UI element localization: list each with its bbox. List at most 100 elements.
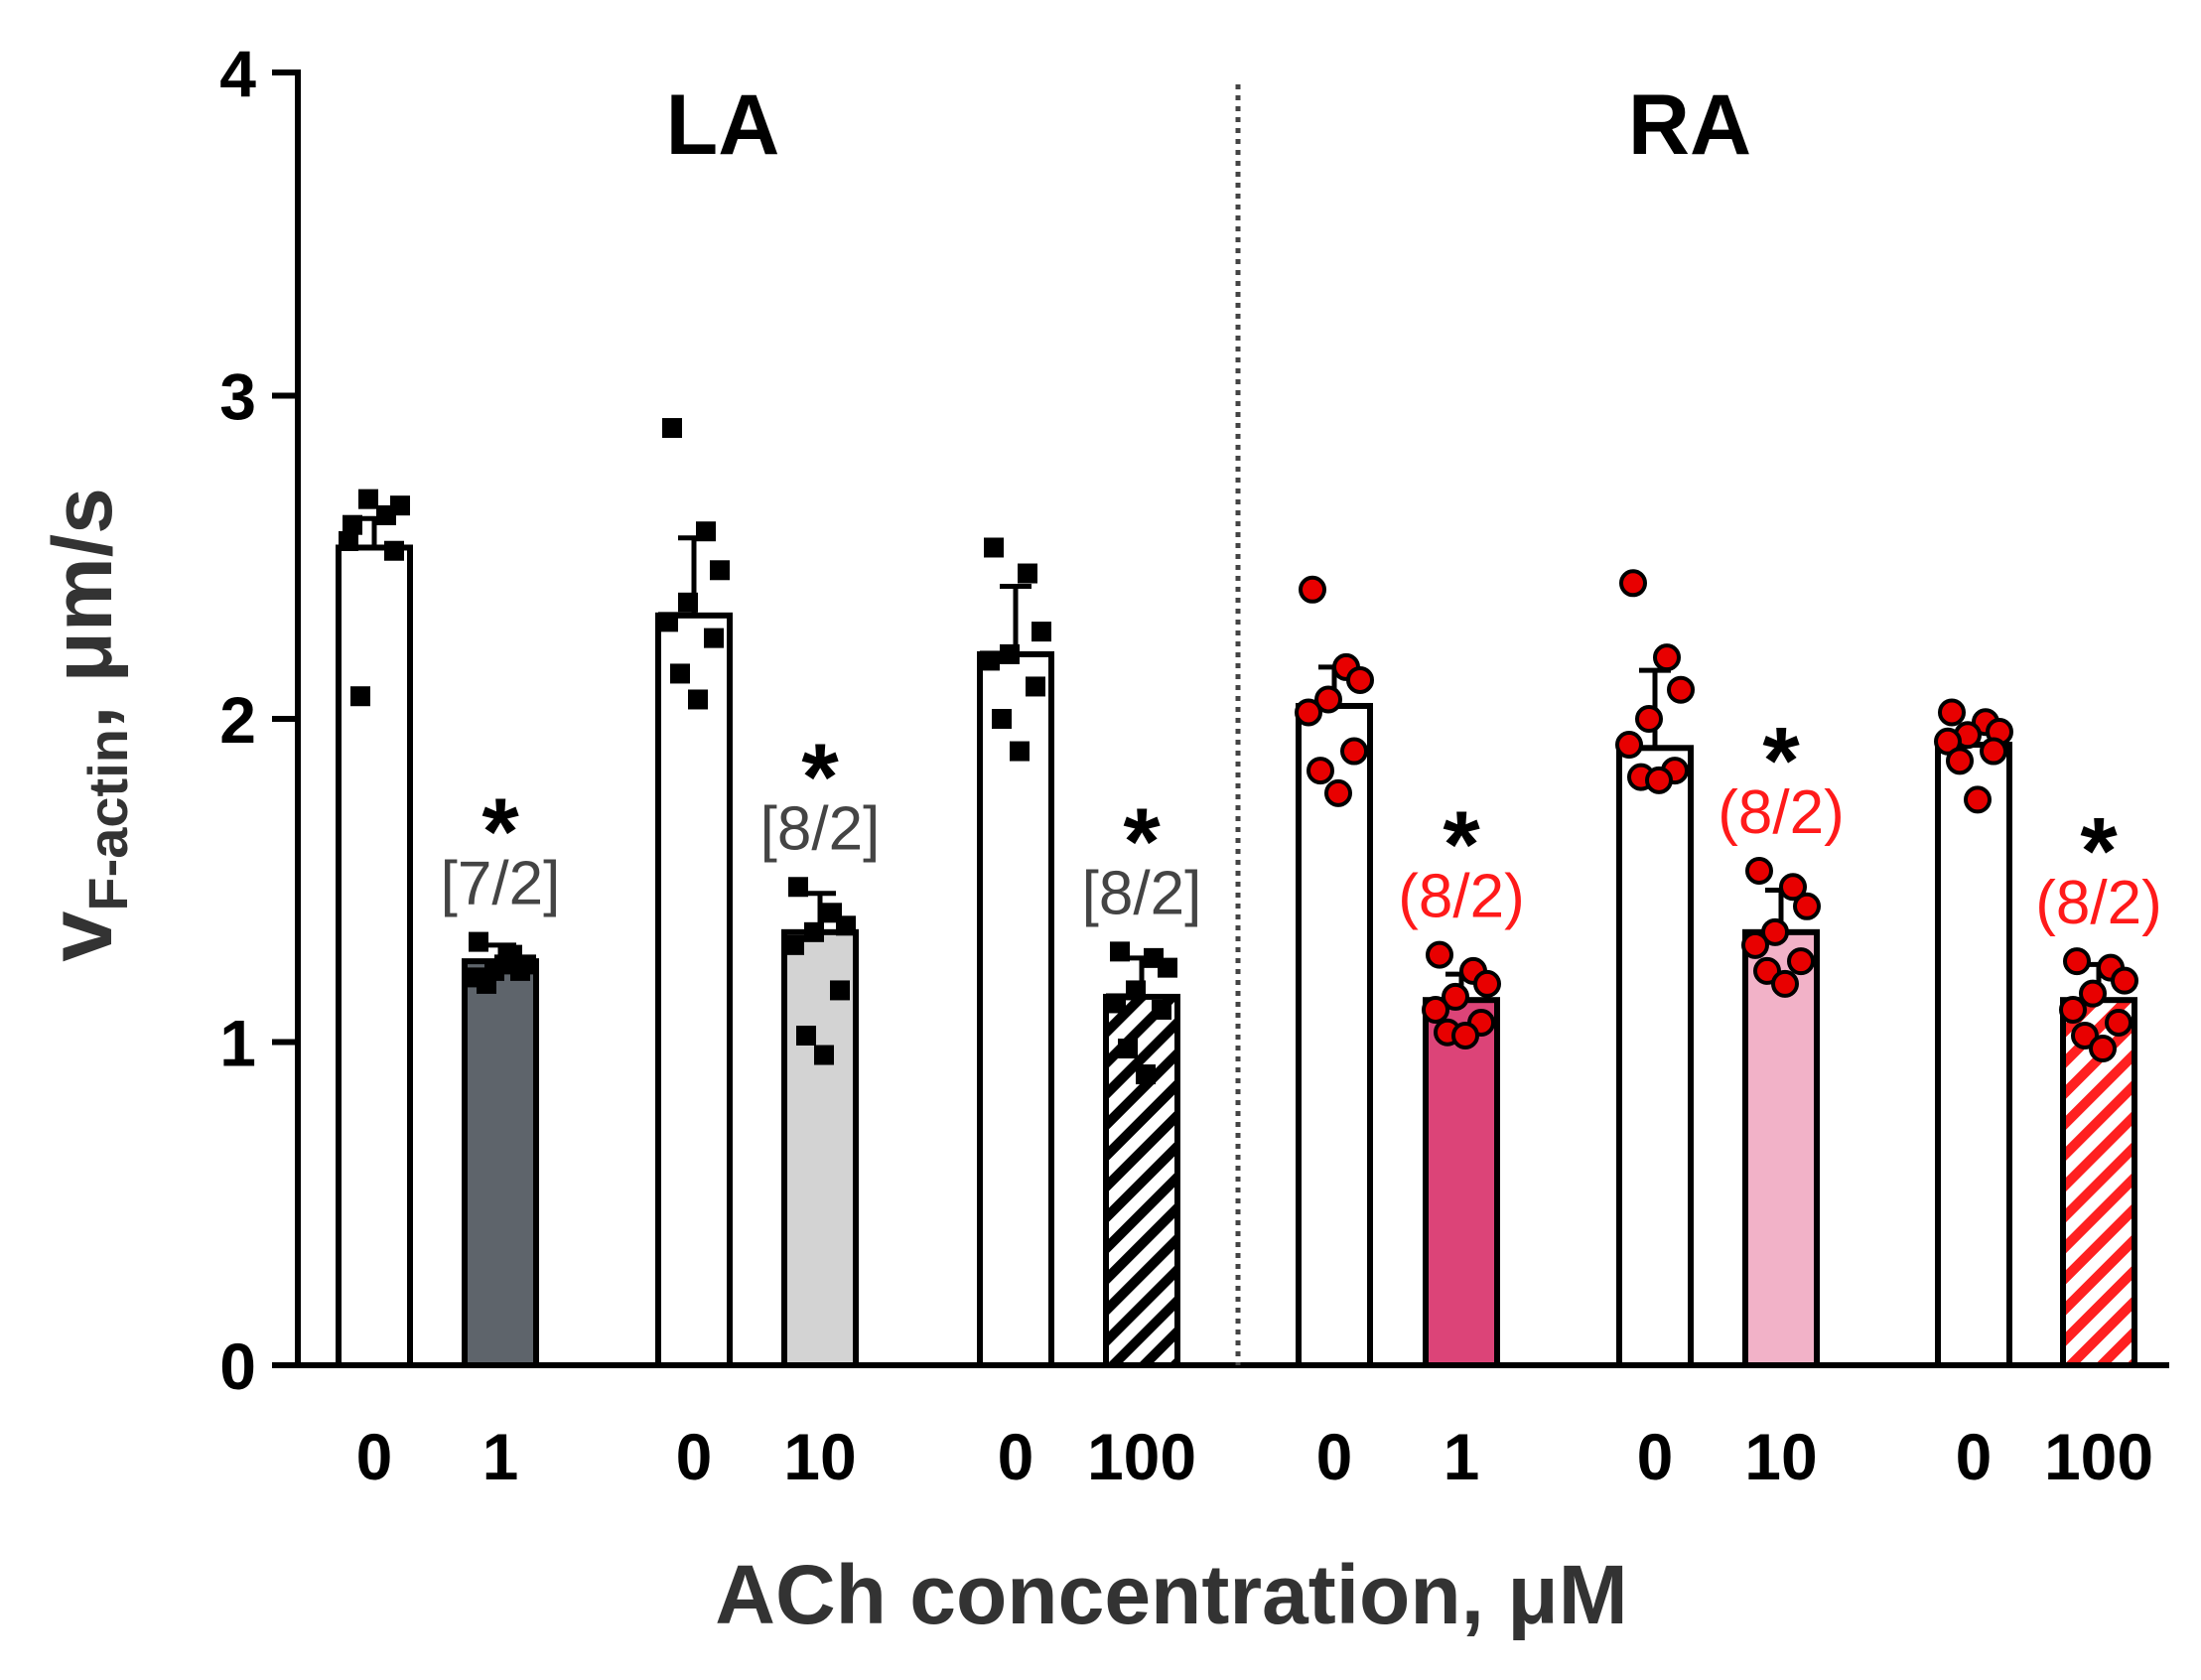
data-point-circle-7-4 bbox=[1422, 995, 1449, 1024]
data-point-square-2-0 bbox=[662, 418, 682, 439]
data-point-square-1-7 bbox=[494, 954, 514, 975]
y-tick-label-1: 1 bbox=[219, 1007, 256, 1080]
n-annotation-11: (8/2) bbox=[2035, 869, 2161, 937]
x-tick-label-0: 0 bbox=[356, 1420, 393, 1493]
x-tick-label-6: 0 bbox=[1316, 1420, 1353, 1493]
data-point-circle-8-1 bbox=[1653, 643, 1681, 672]
bar-ra-10 bbox=[1935, 742, 2012, 1368]
y-tick-label-0: 0 bbox=[219, 1330, 256, 1403]
data-point-circle-9-7 bbox=[1771, 969, 1799, 998]
y-tick-label-4: 4 bbox=[219, 37, 256, 110]
data-point-square-4-4 bbox=[980, 650, 1000, 671]
y-axis-title-subscript: F-actin bbox=[76, 729, 139, 911]
x-tick-label-10: 0 bbox=[1956, 1420, 1993, 1493]
data-point-square-5-0 bbox=[1110, 941, 1130, 962]
data-point-square-3-5 bbox=[830, 980, 850, 1001]
y-tick-label-2: 2 bbox=[219, 683, 256, 757]
bar-ra-9 bbox=[1742, 928, 1820, 1369]
y-axis-title-main: v bbox=[30, 911, 131, 962]
data-point-square-2-6 bbox=[670, 663, 690, 684]
bar-la-2 bbox=[655, 612, 733, 1368]
data-point-square-5-4 bbox=[1106, 993, 1126, 1014]
data-point-square-0-3 bbox=[358, 489, 378, 509]
data-point-circle-8-4 bbox=[1615, 731, 1643, 760]
data-point-circle-9-3 bbox=[1761, 917, 1789, 946]
x-tick-label-11: 100 bbox=[2044, 1420, 2153, 1493]
y-axis-title: vF-actin, μm/s bbox=[30, 488, 139, 962]
data-points-layer bbox=[339, 418, 2138, 1085]
data-point-circle-11-3 bbox=[2079, 979, 2107, 1008]
data-point-circle-6-5 bbox=[1340, 737, 1368, 766]
data-point-square-0-0 bbox=[343, 514, 362, 535]
data-point-circle-7-3 bbox=[1442, 982, 1469, 1011]
data-point-square-2-2 bbox=[710, 560, 730, 581]
group-label-la: LA bbox=[666, 77, 780, 173]
data-point-circle-9-1 bbox=[1779, 873, 1807, 902]
significance-star-7: * bbox=[1443, 792, 1480, 899]
data-point-circle-10-6 bbox=[1946, 747, 1974, 775]
data-point-circle-8-3 bbox=[1635, 705, 1663, 733]
data-point-circle-10-4 bbox=[1934, 727, 1962, 756]
data-point-square-0-4 bbox=[339, 530, 358, 551]
data-point-square-1-0 bbox=[469, 931, 488, 952]
data-point-circle-6-6 bbox=[1307, 757, 1334, 785]
labels-layer: 0 1[7/2]*0 10[8/2]*0 100[8/2]*0 1(8/2)*0 10(8… bbox=[30, 37, 2162, 1641]
data-point-square-4-6 bbox=[992, 709, 1012, 729]
data-point-square-4-0 bbox=[984, 537, 1004, 558]
significance-star-1: * bbox=[481, 779, 519, 886]
data-point-square-3-6 bbox=[796, 1025, 816, 1046]
data-point-square-3-7 bbox=[814, 1045, 834, 1065]
data-point-square-0-6 bbox=[350, 686, 370, 707]
data-point-square-5-7 bbox=[1136, 1064, 1156, 1085]
x-tick-label-1: 1 bbox=[482, 1420, 519, 1493]
bar-ra-8 bbox=[1616, 745, 1694, 1368]
data-point-circle-6-0 bbox=[1299, 575, 1326, 604]
data-point-circle-11-4 bbox=[2059, 995, 2087, 1024]
bar-la-1 bbox=[462, 958, 539, 1368]
data-point-square-2-1 bbox=[696, 521, 716, 542]
bar-la-5 bbox=[1103, 993, 1180, 1368]
data-point-circle-7-7 bbox=[1451, 1021, 1479, 1050]
n-annotation-9: (8/2) bbox=[1718, 778, 1844, 847]
data-point-circle-6-7 bbox=[1324, 778, 1352, 807]
significance-star-5: * bbox=[1123, 788, 1161, 895]
data-point-circle-11-0 bbox=[2063, 947, 2091, 976]
data-point-circle-8-7 bbox=[1645, 766, 1673, 794]
data-point-square-3-0 bbox=[788, 877, 808, 898]
bar-ra-7 bbox=[1423, 997, 1500, 1368]
data-point-square-0-2 bbox=[390, 495, 410, 516]
y-axis-title-unit: , μm/s bbox=[36, 488, 129, 729]
data-point-square-3-4 bbox=[784, 934, 804, 955]
data-point-circle-11-5 bbox=[2105, 1008, 2132, 1037]
axes-layer bbox=[272, 70, 2169, 1368]
data-point-square-1-5 bbox=[510, 960, 530, 981]
data-point-circle-6-4 bbox=[1295, 698, 1322, 727]
data-point-square-1-6 bbox=[477, 973, 496, 994]
data-point-square-5-2 bbox=[1158, 957, 1177, 978]
n-annotation-3: [8/2] bbox=[760, 794, 881, 863]
data-point-circle-6-2 bbox=[1346, 665, 1374, 694]
y-tick-label-3: 3 bbox=[219, 360, 256, 434]
x-tick-label-8: 0 bbox=[1637, 1420, 1674, 1493]
x-tick-label-5: 100 bbox=[1087, 1420, 1196, 1493]
data-point-square-2-3 bbox=[678, 592, 698, 613]
data-point-square-0-5 bbox=[384, 540, 404, 561]
data-point-square-4-1 bbox=[1018, 563, 1037, 584]
data-point-square-3-2 bbox=[836, 915, 856, 936]
data-point-circle-8-2 bbox=[1667, 675, 1695, 704]
bar-la-0 bbox=[336, 544, 413, 1368]
data-point-square-2-4 bbox=[658, 612, 678, 632]
data-point-circle-10-5 bbox=[1980, 737, 2007, 766]
x-axis-title: ACh concentration, μM bbox=[715, 1548, 1627, 1641]
x-tick-label-9: 10 bbox=[1744, 1420, 1817, 1493]
group-label-ra: RA bbox=[1628, 77, 1751, 173]
data-point-circle-9-2 bbox=[1793, 892, 1821, 920]
data-point-square-4-5 bbox=[1026, 676, 1045, 697]
x-tick-label-4: 0 bbox=[998, 1420, 1034, 1493]
x-tick-label-2: 0 bbox=[676, 1420, 713, 1493]
data-point-circle-7-0 bbox=[1426, 940, 1453, 969]
data-point-square-4-3 bbox=[1000, 643, 1020, 664]
data-point-square-5-5 bbox=[1152, 999, 1171, 1020]
n-annotation-5: [8/2] bbox=[1082, 859, 1202, 927]
